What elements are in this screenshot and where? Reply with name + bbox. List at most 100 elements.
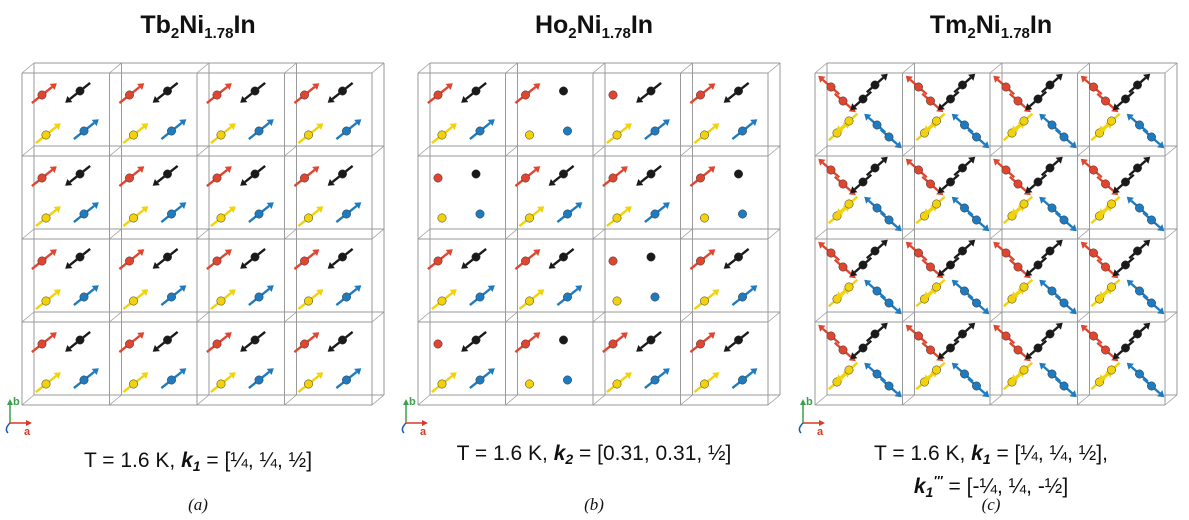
spin-black-45 [636, 331, 662, 352]
spin-yellow-18 [122, 123, 149, 144]
spin-black-9 [461, 248, 487, 269]
spin-red-72 [993, 158, 1016, 179]
spin-red-44 [602, 332, 628, 353]
spin-red-48 [293, 83, 320, 104]
spin-black-99 [1112, 90, 1135, 111]
unit-cell-grid [417, 62, 781, 406]
spin-yellow-26 [518, 289, 545, 310]
spin-yellow-62 [693, 372, 720, 393]
panel-a-caption: T = 1.6 K, k1 = [¼, ¼, ½] [83, 449, 313, 474]
spin-yellow-5 [836, 112, 859, 133]
spin-black-59 [937, 339, 960, 360]
spin-yellow-42 [612, 296, 622, 306]
spin-blue-79 [1054, 211, 1077, 232]
spin-black-5 [471, 169, 481, 179]
spin-black-114 [1128, 239, 1151, 260]
spin-black-33 [240, 82, 266, 103]
axis-a-label: a [24, 426, 31, 435]
spin-blue-7 [475, 209, 485, 219]
spin-red-52 [689, 166, 716, 187]
spin-blue-55 [738, 209, 747, 219]
spin-blue-19 [160, 119, 187, 140]
axis-a-label: a [420, 426, 427, 435]
spin-black-45 [240, 331, 266, 352]
spin-black-41 [240, 248, 266, 269]
unit-cell-grid [21, 62, 385, 406]
spin-blue-15 [73, 368, 99, 389]
spin-black-61 [327, 331, 354, 352]
spin-yellow-62 [297, 372, 324, 393]
spin-yellow-10 [35, 289, 61, 310]
spin-black-43 [937, 173, 960, 194]
spin-blue-31 [879, 377, 902, 398]
spin-black-37 [636, 165, 662, 186]
spin-blue-71 [1054, 128, 1077, 149]
spin-yellow-21 [836, 278, 859, 299]
spin-blue-87 [1054, 294, 1077, 315]
axes-indicator: ba [798, 396, 825, 435]
spin-black-19 [850, 256, 873, 277]
spin-blue-119 [1142, 294, 1165, 315]
spin-yellow-69 [1011, 112, 1034, 133]
spin-black-66 [1040, 73, 1063, 94]
spin-blue-3 [469, 119, 495, 140]
spin-yellow-125 [1098, 361, 1121, 382]
spin-blue-35 [644, 119, 670, 140]
spin-red-36 [602, 166, 628, 187]
spin-red-48 [905, 241, 928, 262]
spin-red-0 [31, 83, 57, 104]
spin-black-1 [65, 82, 91, 103]
spin-blue-23 [879, 294, 902, 315]
spin-black-35 [937, 90, 960, 111]
spin-black-26 [865, 322, 888, 343]
spin-blue-31 [563, 375, 572, 385]
structure-b: ba [401, 62, 781, 435]
spin-yellow-14 [431, 372, 457, 393]
spin-red-40 [905, 158, 928, 179]
spin-black-25 [548, 248, 575, 269]
spin-red-20 [514, 166, 541, 187]
spin-yellow-53 [923, 278, 946, 299]
spin-blue-39 [644, 202, 670, 223]
spin-blue-23 [556, 202, 583, 223]
spin-red-4 [31, 166, 57, 187]
spin-black-33 [636, 82, 662, 103]
spin-blue-55 [967, 294, 990, 315]
spin-yellow-50 [297, 123, 324, 144]
spin-red-16 [118, 83, 145, 104]
spin-yellow-101 [1098, 112, 1121, 133]
spin-blue-55 [335, 202, 362, 223]
spin-red-73 [1008, 175, 1031, 196]
spin-blue-3 [73, 119, 99, 140]
spin-red-20 [118, 166, 145, 187]
spin-blue-31 [160, 368, 187, 389]
spin-black-42 [953, 156, 976, 177]
spin-blue-59 [335, 285, 362, 306]
axes-indicator: ba [5, 396, 32, 435]
spin-yellow-34 [210, 123, 236, 144]
spin-blue-118 [1126, 279, 1149, 300]
panel-b-caption: T = 1.6 K, k2 = [0.31, 0.31, ½] [456, 442, 732, 467]
spin-yellow-117 [1098, 278, 1121, 299]
spins [31, 82, 362, 393]
spin-blue-7 [73, 202, 99, 223]
spin-yellow-93 [1011, 361, 1034, 382]
spin-blue-43 [248, 285, 274, 306]
spin-black-75 [1025, 173, 1048, 194]
spin-red-8 [818, 158, 841, 179]
spin-blue-39 [967, 128, 990, 149]
spin-red-12 [433, 339, 443, 349]
spin-black-90 [1040, 322, 1063, 343]
panel-b-label: (b) [584, 495, 604, 514]
spin-red-32 [206, 83, 232, 104]
spin-red-16 [514, 83, 541, 104]
spin-black-27 [850, 339, 873, 360]
spin-yellow-18 [525, 130, 534, 140]
spin-red-88 [993, 324, 1016, 345]
spins [818, 73, 1165, 398]
spin-yellow-2 [35, 123, 61, 144]
spin-yellow-26 [122, 289, 149, 310]
spin-black-50 [953, 239, 976, 260]
